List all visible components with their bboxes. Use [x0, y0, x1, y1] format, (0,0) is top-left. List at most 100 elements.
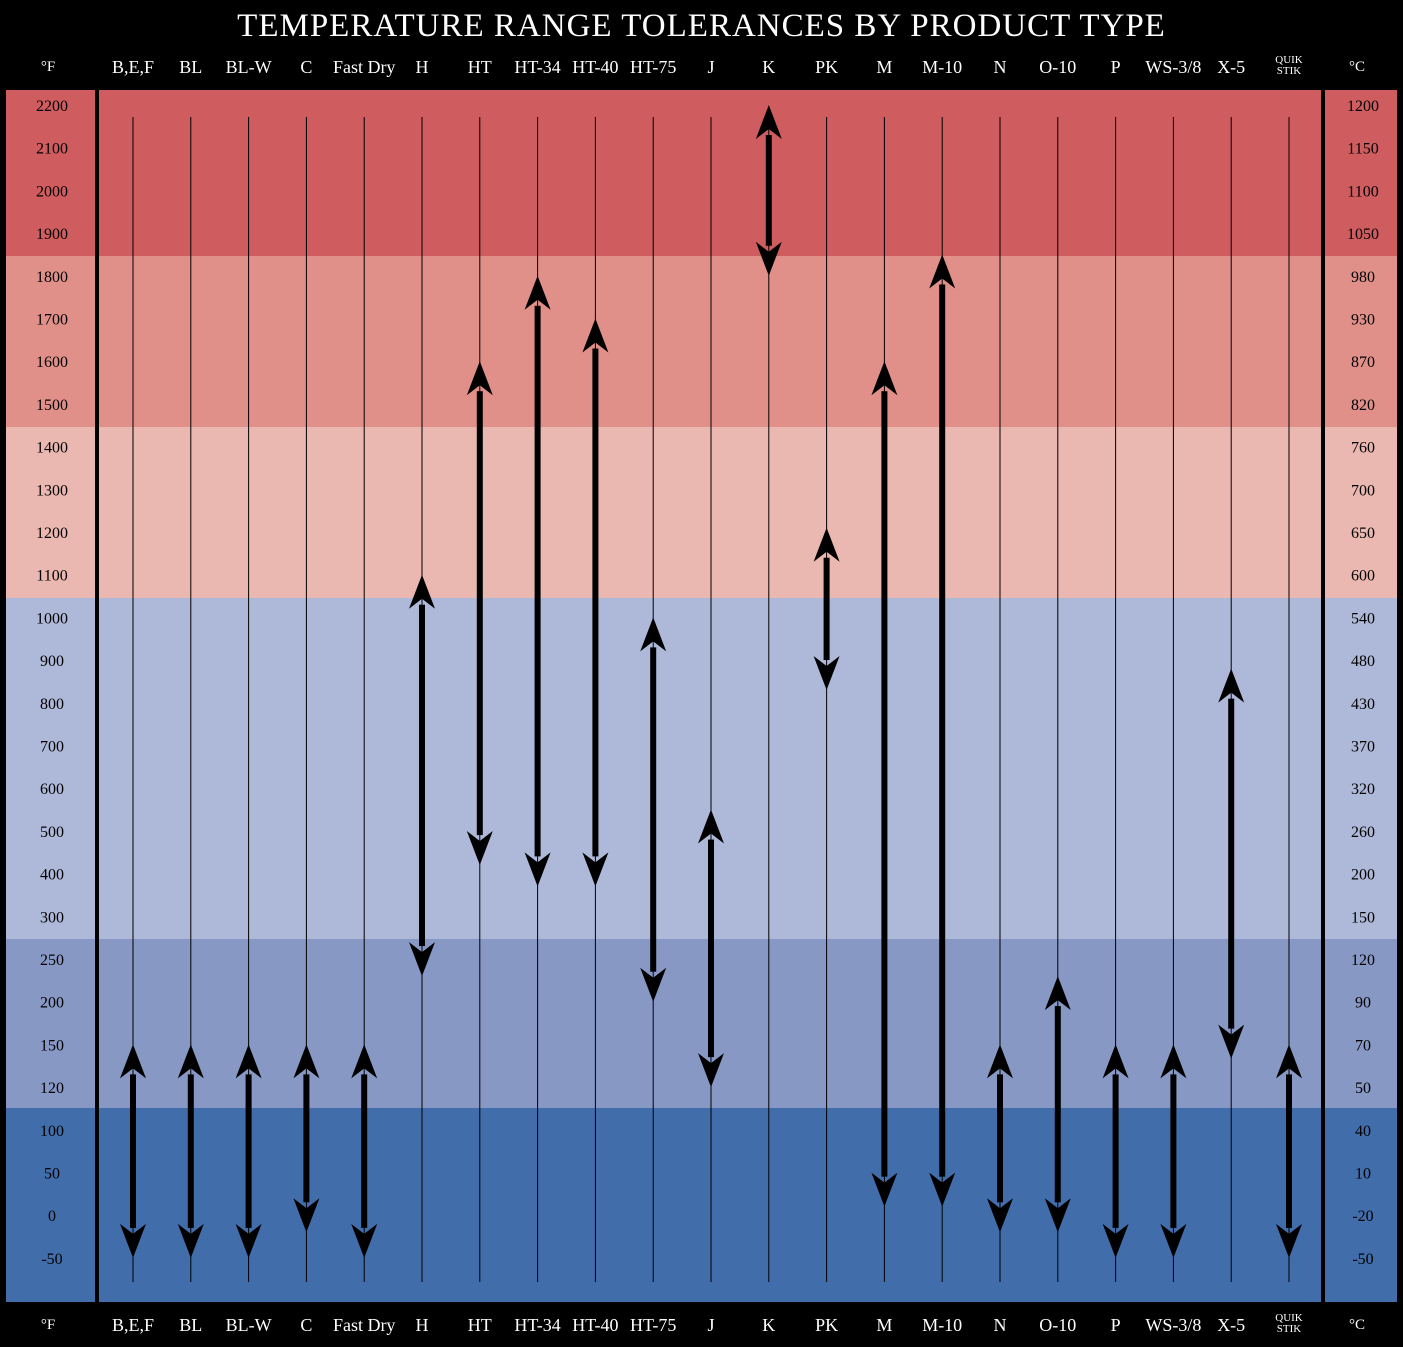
range-shaft: [1054, 1006, 1061, 1203]
bottom-column-label: HT-75: [630, 1315, 677, 1335]
range-shaft: [939, 284, 946, 1177]
bottom-column-label: X-5: [1217, 1315, 1246, 1335]
y-tick-f: 1400: [36, 440, 68, 457]
range-arrow-down: [1276, 1223, 1302, 1258]
y-tick-f: 1000: [36, 610, 68, 627]
y-tick-c: 40: [1355, 1123, 1371, 1140]
y-tick-f: 50: [44, 1166, 60, 1183]
y-tick-c: 260: [1351, 824, 1375, 841]
range-shaft: [534, 305, 541, 857]
top-left-unit: °F: [40, 59, 56, 75]
bottom-column-label: PK: [815, 1315, 839, 1335]
top-column-label: O-10: [1039, 57, 1077, 77]
range-arrow-up: [120, 1044, 146, 1079]
range-shaft: [476, 391, 483, 836]
range-arrow-up: [1044, 976, 1071, 1011]
right-divider: [1321, 50, 1325, 1340]
top-column-label: PK: [815, 57, 839, 77]
y-tick-c: 760: [1351, 440, 1375, 457]
y-tick-c: 150: [1351, 909, 1375, 926]
bottom-column-label: HT-34: [514, 1315, 561, 1335]
range-shaft: [997, 1074, 1003, 1203]
top-right-unit: °C: [1348, 59, 1365, 75]
y-tick-c: 1050: [1347, 226, 1379, 243]
y-tick-f: 800: [40, 696, 64, 713]
y-tick-f: 1600: [36, 354, 68, 371]
y-tick-c: 1200: [1347, 98, 1379, 115]
bottom-left-unit: °F: [40, 1317, 56, 1333]
range-arrow-up: [235, 1044, 262, 1079]
range-arrow-down: [409, 942, 435, 977]
y-tick-f: 120: [40, 1080, 64, 1097]
y-tick-f: 200: [40, 995, 64, 1012]
range-arrow-down: [177, 1223, 204, 1258]
range-arrow-up: [1218, 668, 1245, 703]
y-tick-f: 2000: [36, 183, 68, 200]
y-tick-c: 1100: [1347, 183, 1378, 200]
y-tick-f: 300: [40, 909, 64, 926]
range-arrow-up: [351, 1044, 378, 1079]
bottom-column-label: O-10: [1039, 1315, 1077, 1335]
top-column-label: WS-3/8: [1145, 57, 1202, 77]
range-arrow-up: [1102, 1044, 1129, 1079]
top-column-label: P: [1110, 57, 1121, 77]
range-arrow-down: [640, 967, 667, 1002]
range-shaft: [419, 604, 425, 947]
left-divider: [95, 50, 99, 1340]
range-arrow-down: [871, 1172, 898, 1207]
range-arrow-up: [582, 318, 609, 353]
bottom-column-label: BL-W: [225, 1315, 272, 1335]
range-shaft: [303, 1074, 310, 1203]
y-tick-c: 700: [1351, 482, 1375, 499]
range-arrow-up: [524, 275, 551, 310]
range-arrow-up: [929, 254, 956, 289]
range-arrow-down: [1160, 1223, 1187, 1258]
range-shaft: [1286, 1074, 1292, 1228]
y-tick-f: 1100: [36, 568, 67, 585]
range-arrow-up: [987, 1044, 1013, 1079]
bottom-column-label: B,E,F: [111, 1315, 154, 1335]
range-arrow-down: [987, 1198, 1013, 1233]
range-arrow-down: [293, 1198, 320, 1233]
temperature-band: [6, 427, 1397, 598]
y-tick-f: 250: [40, 952, 64, 969]
bottom-column-label: P: [1110, 1315, 1121, 1335]
range-arrow-up: [813, 527, 840, 562]
y-tick-f: 1500: [36, 397, 68, 414]
range-arrow-down: [1218, 1024, 1245, 1059]
top-column-label: C: [300, 57, 313, 77]
bottom-column-label: N: [993, 1315, 1007, 1335]
range-shaft: [1112, 1074, 1119, 1228]
y-tick-c: 820: [1351, 397, 1375, 414]
temperature-band: [6, 598, 1397, 939]
y-tick-c: 980: [1351, 269, 1375, 286]
y-tick-c: 540: [1351, 610, 1375, 627]
y-tick-c: 1150: [1347, 141, 1378, 158]
range-arrow-up: [177, 1044, 204, 1079]
y-tick-f: 400: [40, 867, 64, 884]
y-tick-c: 70: [1355, 1037, 1371, 1054]
temperature-band: [6, 1108, 1397, 1302]
y-tick-f: 1700: [36, 312, 68, 329]
bottom-column-label: WS-3/8: [1145, 1315, 1202, 1335]
bottom-column-label: M: [876, 1315, 893, 1335]
range-shaft: [708, 839, 714, 1058]
y-tick-c: 930: [1351, 312, 1375, 329]
range-arrow-up: [409, 574, 435, 609]
y-tick-f: 1800: [36, 269, 68, 286]
y-tick-f: 1300: [36, 482, 68, 499]
range-arrow-down: [1102, 1223, 1129, 1258]
range-shaft: [650, 647, 657, 972]
range-shaft: [823, 557, 830, 660]
y-tick-f: 2200: [36, 98, 68, 115]
top-column-label: J: [707, 57, 715, 77]
range-arrow-up: [755, 105, 782, 139]
y-tick-c: 650: [1351, 525, 1375, 542]
y-tick-f: 100: [40, 1123, 64, 1140]
bottom-right-unit: °C: [1348, 1317, 1365, 1333]
y-tick-f: 150: [40, 1037, 64, 1054]
y-tick-f: 600: [40, 781, 64, 798]
range-arrow-up: [293, 1044, 320, 1079]
range-arrow-down: [813, 655, 840, 690]
